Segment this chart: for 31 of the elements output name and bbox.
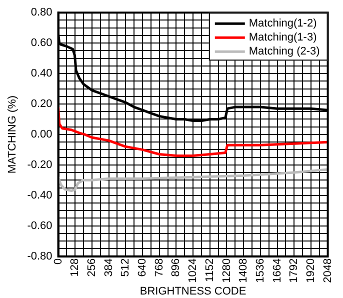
y-tick-label: -0.40 (27, 189, 52, 202)
y-tick-label: -0.60 (27, 220, 52, 232)
x-tick-label: 2048 (322, 258, 334, 283)
legend-label: Matching(1-2) (248, 18, 317, 30)
x-tick-label: 1792 (288, 258, 300, 283)
x-tick-label: 896 (170, 258, 182, 277)
x-tick-label: 128 (69, 258, 82, 277)
x-tick-label: 768 (153, 258, 166, 277)
legend-label: Matching (2-3) (248, 46, 320, 58)
x-tick-label: 1152 (204, 258, 216, 282)
y-tick-label: -0.20 (27, 158, 52, 171)
x-tick-label: 1536 (254, 258, 266, 283)
x-tick-label: 1280 (220, 258, 233, 283)
legend-label: Matching(1-3) (248, 32, 317, 44)
y-tick-label: 0.00 (30, 128, 52, 140)
x-tick-label: 0 (52, 258, 64, 264)
y-tick-label: 0.80 (30, 6, 52, 19)
x-tick-label: 384 (102, 258, 115, 277)
x-tick-label: 1664 (271, 258, 284, 283)
x-tick-label: 512 (120, 258, 132, 277)
x-axis-title: BRIGHTNESS CODE (140, 285, 246, 298)
x-tick-label: 1920 (304, 258, 317, 283)
x-tick-label: 1024 (187, 258, 200, 283)
x-tick-label: 1408 (238, 258, 250, 283)
y-tick-label: 0.20 (30, 98, 52, 110)
x-tick-label: 256 (86, 258, 98, 277)
y-axis-title: MATCHING (%) (6, 95, 19, 174)
y-tick-label: 0.60 (30, 37, 52, 50)
y-tick-label: -0.80 (27, 250, 52, 262)
y-tick-label: 0.40 (30, 68, 52, 80)
x-tick-label: 640 (136, 258, 149, 277)
